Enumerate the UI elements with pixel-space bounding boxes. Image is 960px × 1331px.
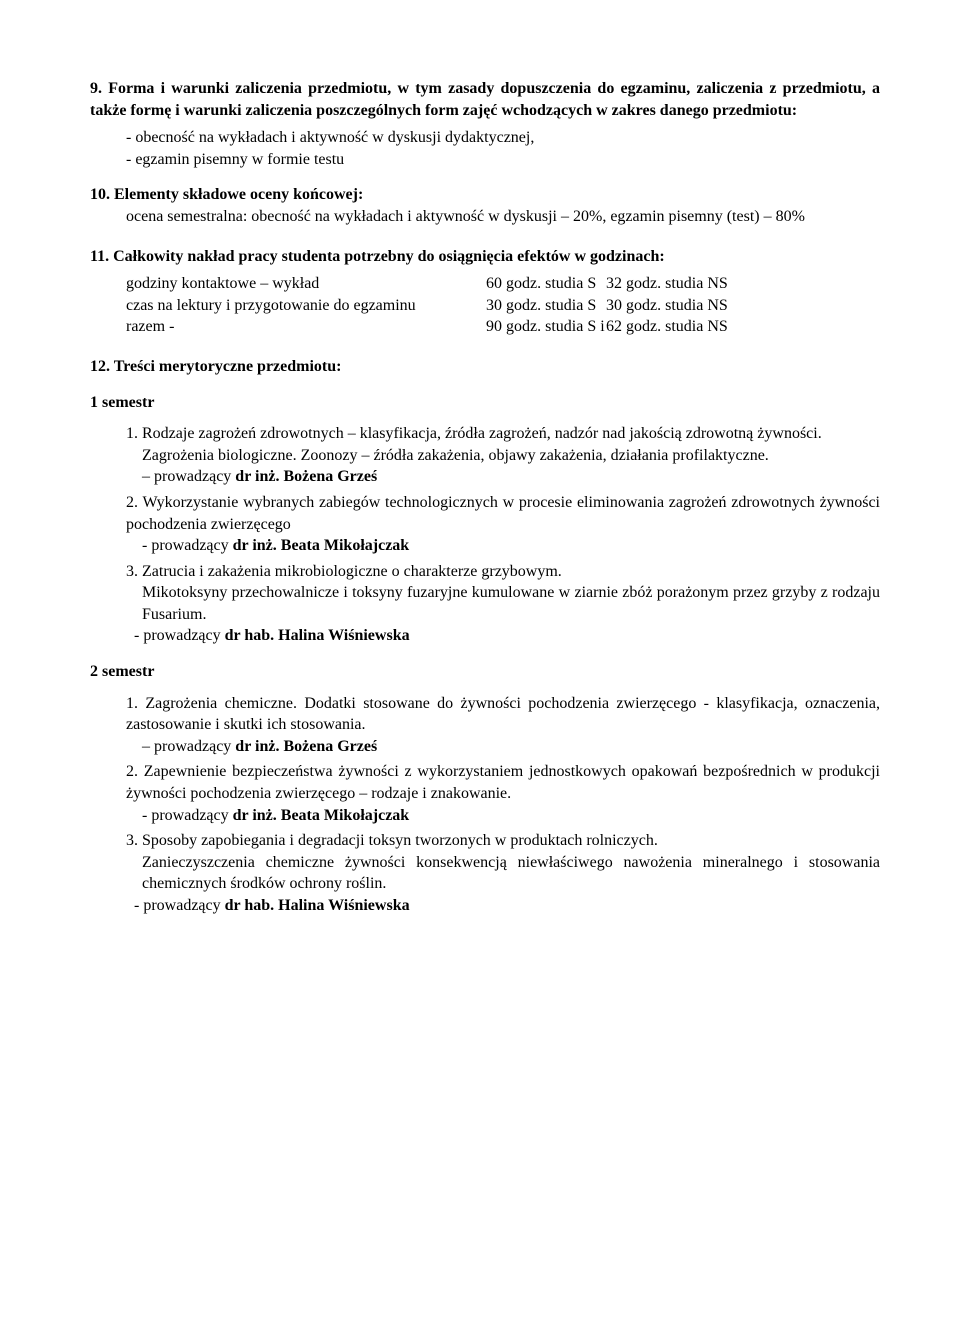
section-10: 10. Elementy składowe oceny końcowej: [90,184,880,206]
content-line: 2. Zapewnienie bezpieczeństwa żywności z… [126,761,880,804]
content-line: 1. Zagrożenia chemiczne. Dodatki stosowa… [126,693,880,736]
hours-row: czas na lektury i przygotowanie do egzam… [126,295,880,317]
instructor-name: dr hab. Halina Wiśniewska [225,897,410,914]
hours-row: godziny kontaktowe – wykład 60 godz. stu… [126,273,880,295]
content-item: 2. Wykorzystanie wybranych zabiegów tech… [126,492,880,557]
semester-2-title: 2 semestr [90,661,880,683]
content-line: 1. Rodzaje zagrożeń zdrowotnych – klasyf… [126,423,880,445]
semester-1-title: 1 semestr [90,392,880,414]
hours-col: 32 godz. studia NS [606,273,736,295]
hours-label: godziny kontaktowe – wykład [126,273,486,295]
lead-text: - prowadzący [142,537,233,554]
lead-text: - prowadzący [134,897,225,914]
content-line: - prowadzący dr hab. Halina Wiśniewska [126,625,880,647]
content-item: 1. Zagrożenia chemiczne. Dodatki stosowa… [126,693,880,758]
lead-text: - prowadzący [142,807,233,824]
hours-label: razem - [126,316,486,338]
hours-col: 60 godz. studia S [486,273,606,295]
content-line: 2. Wykorzystanie wybranych zabiegów tech… [126,492,880,535]
content-item: 2. Zapewnienie bezpieczeństwa żywności z… [126,761,880,826]
content-line: – prowadzący dr inż. Bożena Grześ [126,466,880,488]
section-11-heading: 11. Całkowity nakład pracy studenta potr… [90,246,880,268]
semester-2-content: 1. Zagrożenia chemiczne. Dodatki stosowa… [126,693,880,917]
hours-row: razem - 90 godz. studia S i 62 godz. stu… [126,316,880,338]
content-item: 3. Sposoby zapobiegania i degradacji tok… [126,830,880,916]
content-line: - prowadzący dr hab. Halina Wiśniewska [126,895,880,917]
section-9-bullets: obecność na wykładach i aktywność w dysk… [126,127,880,170]
instructor-name: dr inż. Bożena Grześ [235,738,377,755]
section-12-heading: 12. Treści merytoryczne przedmiotu: [90,356,880,378]
bullet-item: obecność na wykładach i aktywność w dysk… [126,127,880,149]
lead-text: – prowadzący [142,468,235,485]
content-line: – prowadzący dr inż. Bożena Grześ [126,736,880,758]
content-line: 3. Sposoby zapobiegania i degradacji tok… [126,830,880,852]
content-line: 3. Zatrucia i zakażenia mikrobiologiczne… [126,561,880,583]
semester-1-content: 1. Rodzaje zagrożeń zdrowotnych – klasyf… [126,423,880,647]
hours-label: czas na lektury i przygotowanie do egzam… [126,295,486,317]
content-line: Mikotoksyny przechowalnicze i toksyny fu… [126,582,880,625]
hours-col: 90 godz. studia S i [486,316,606,338]
lead-text: – prowadzący [142,738,235,755]
content-line: - prowadzący dr inż. Beata Mikołajczak [126,535,880,557]
section-10-heading: 10. Elementy składowe oceny końcowej: [90,186,363,203]
hours-col: 30 godz. studia NS [606,295,736,317]
bullet-item: egzamin pisemny w formie testu [126,149,880,171]
hours-col: 30 godz. studia S [486,295,606,317]
content-line: Zagrożenia biologiczne. Zoonozy – źródła… [126,445,880,467]
content-line: - prowadzący dr inż. Beata Mikołajczak [126,805,880,827]
section-9-heading: 9. Forma i warunki zaliczenia przedmiotu… [90,78,880,121]
content-item: 1. Rodzaje zagrożeń zdrowotnych – klasyf… [126,423,880,488]
hours-col: 62 godz. studia NS [606,316,736,338]
section-10-body: ocena semestralna: obecność na wykładach… [126,206,880,228]
instructor-name: dr inż. Bożena Grześ [235,468,377,485]
content-item: 3. Zatrucia i zakażenia mikrobiologiczne… [126,561,880,647]
instructor-name: dr inż. Beata Mikołajczak [233,807,410,824]
instructor-name: dr inż. Beata Mikołajczak [233,537,410,554]
instructor-name: dr hab. Halina Wiśniewska [225,627,410,644]
section-11-rows: godziny kontaktowe – wykład 60 godz. stu… [126,273,880,338]
lead-text: - prowadzący [134,627,225,644]
content-line: Zanieczyszczenia chemiczne żywności kons… [126,852,880,895]
